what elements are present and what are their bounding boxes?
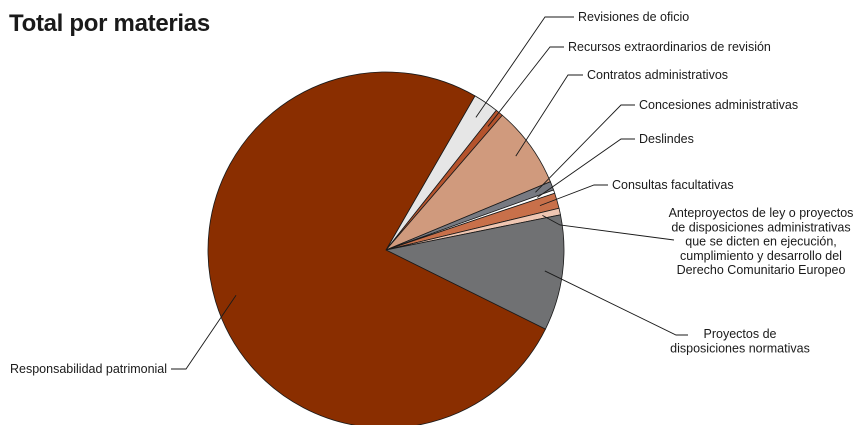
leader-line-consultas-facultativas: [539, 184, 608, 207]
slice-label-recursos-extraordinarios-de-revision: Recursos extraordinarios de revisión: [568, 40, 771, 54]
leader-line-anteproyectos-de-ley-o-proyectos-de-disp: [542, 214, 675, 241]
slice-labels: Revisiones de oficio Recursos extraordina…: [10, 10, 853, 376]
slice-label-responsabilidad-patrimonial: Responsabilidad patrimonial: [10, 362, 167, 376]
leader-lines: [171, 16, 688, 370]
pie-slice-responsabilidad-patrimonial: [207, 71, 546, 425]
pie-slices: [207, 71, 565, 425]
slice-label-contratos-administrativos: Contratos administrativos: [587, 68, 728, 82]
slice-label-revisiones-de-oficio: Revisiones de oficio: [578, 10, 689, 24]
leader-line-revisiones-de-oficio: [475, 16, 574, 118]
slice-label-deslindes: Deslindes: [639, 132, 694, 146]
leader-line-responsabilidad-patrimonial: [171, 295, 237, 370]
slice-label-proyectos-de-disposiciones-normativas: Proyectos de disposiciones normativas: [670, 327, 810, 356]
slice-label-anteproyectos-de-ley-o-proyectos-de-disp: Anteproyectos de ley o proyectos de dispo…: [669, 206, 854, 277]
leader-line-concesiones-administrativas: [535, 104, 635, 193]
slice-label-consultas-facultativas: Consultas facultativas: [612, 178, 734, 192]
slice-label-concesiones-administrativas: Concesiones administrativas: [639, 98, 798, 112]
chart-title: Total por materias: [9, 10, 210, 37]
pie-slice-proyectos-de-disposiciones-normativas: [384, 214, 565, 330]
leader-line-proyectos-de-disposiciones-normativas: [544, 270, 688, 336]
leader-line-recursos-extraordinarios-de-revision: [487, 46, 564, 127]
leader-line-deslindes: [537, 138, 635, 198]
leader-line-contratos-administrativos: [515, 74, 583, 157]
